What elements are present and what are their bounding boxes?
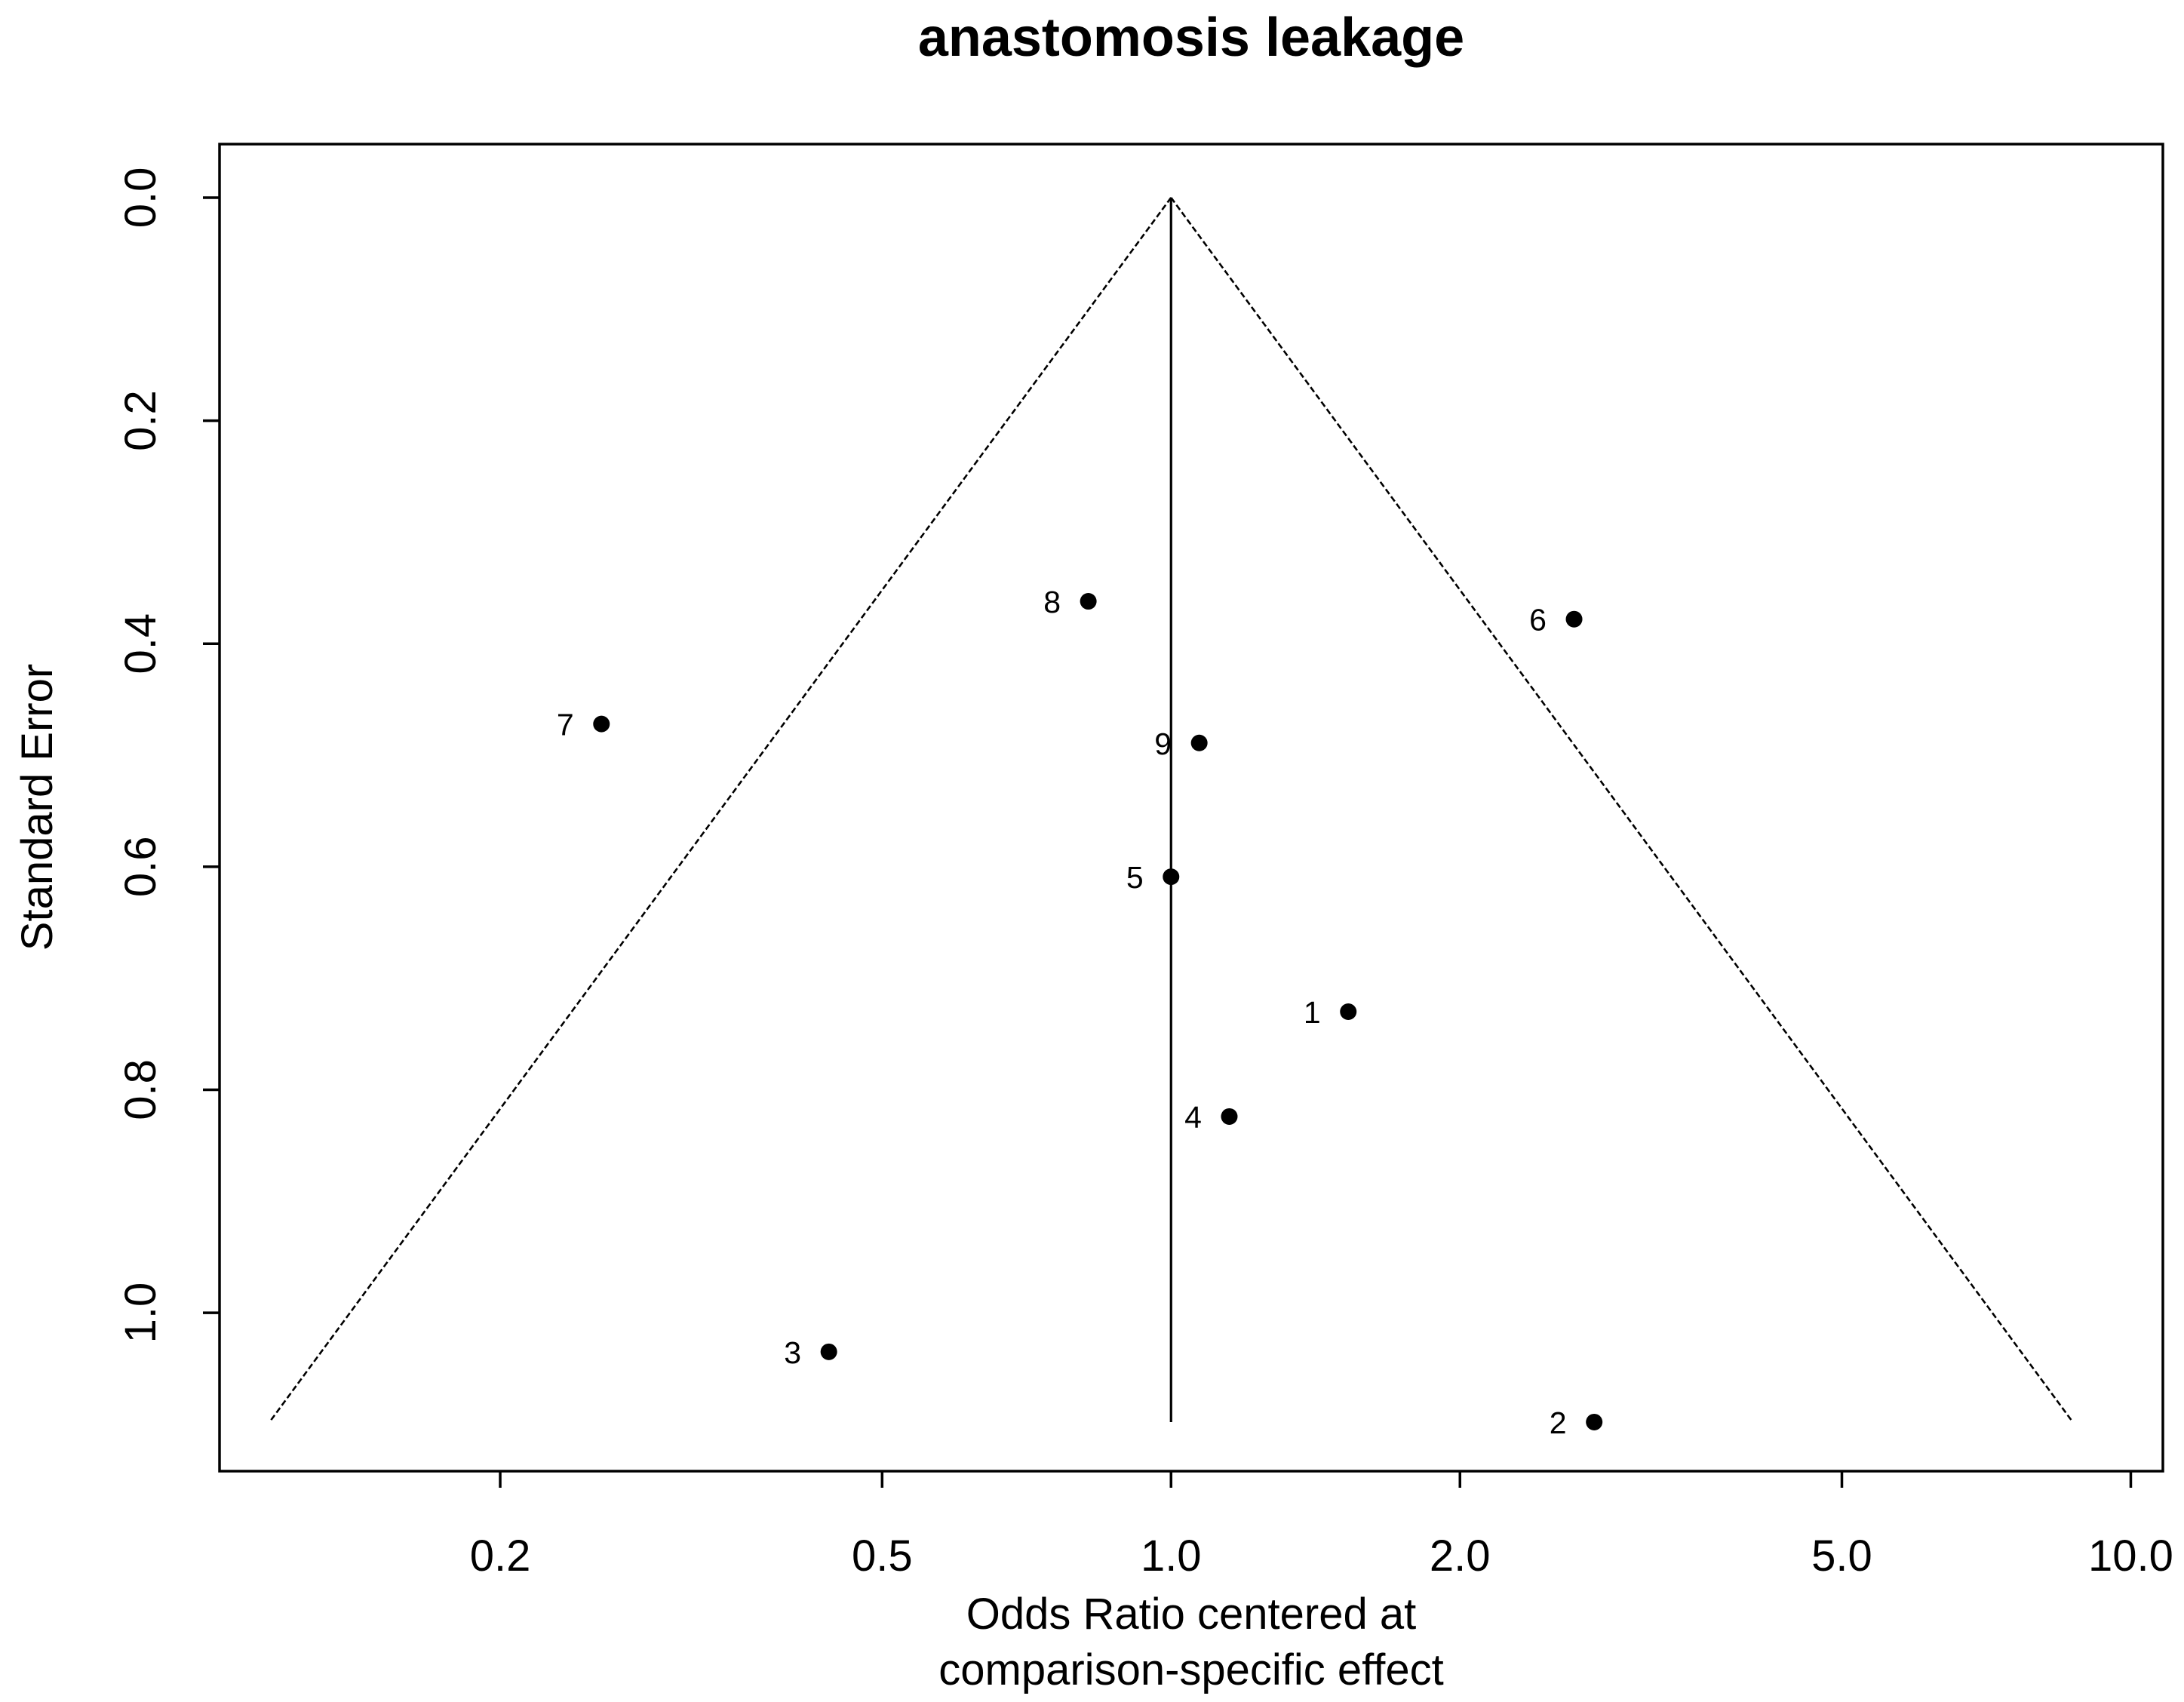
- y-tick-label: 0.0: [116, 167, 165, 229]
- x-axis-label-line-1: Odds Ratio centered at: [966, 1590, 1416, 1639]
- study-point: [1565, 610, 1583, 628]
- y-tick-label: 0.6: [116, 837, 165, 898]
- study-point-label: 4: [1184, 1100, 1202, 1135]
- study-point: [593, 715, 610, 733]
- y-tick-label: 0.2: [116, 390, 165, 451]
- study-point: [1340, 1003, 1357, 1021]
- study-point-label: 6: [1529, 603, 1547, 637]
- study-points: 1 2 3 4 5 6 7 8 9: [557, 585, 1603, 1440]
- study-point: [1080, 593, 1097, 610]
- study-point: [1586, 1413, 1603, 1430]
- y-tick-label: 0.8: [116, 1059, 165, 1120]
- x-tick-label: 0.5: [852, 1531, 913, 1581]
- y-tick-label: 1.0: [116, 1283, 165, 1344]
- chart-title: anastomosis leakage: [918, 8, 1464, 68]
- x-tick-label: 10.0: [2088, 1531, 2173, 1581]
- study-point: [1190, 734, 1208, 751]
- x-axis: 0.2 0.5 1.0 2.0 5.0 10.0: [470, 1471, 2173, 1581]
- x-tick-label: 5.0: [1811, 1531, 1872, 1581]
- x-tick-label: 2.0: [1430, 1531, 1491, 1581]
- plot-frame: [218, 143, 2164, 1473]
- study-point-label: 1: [1304, 995, 1321, 1030]
- study-point-label: 5: [1126, 860, 1144, 895]
- y-axis: 0.0 0.2 0.4 0.6 0.8 1.0: [116, 167, 220, 1344]
- study-point-label: 7: [557, 708, 574, 742]
- study-point: [820, 1343, 837, 1360]
- x-tick-label: 0.2: [470, 1531, 531, 1581]
- study-point-label: 8: [1043, 585, 1061, 619]
- study-point-label: 2: [1550, 1406, 1567, 1440]
- x-axis-label-line-2: comparison-specific effect: [938, 1645, 1443, 1694]
- study-point: [1163, 868, 1180, 886]
- study-point: [1221, 1108, 1238, 1125]
- x-tick-label: 1.0: [1141, 1531, 1202, 1581]
- y-axis-label: Standard Error: [13, 664, 62, 951]
- study-point-label: 3: [784, 1335, 801, 1370]
- study-point-label: 9: [1154, 727, 1172, 761]
- y-tick-label: 0.4: [116, 613, 165, 674]
